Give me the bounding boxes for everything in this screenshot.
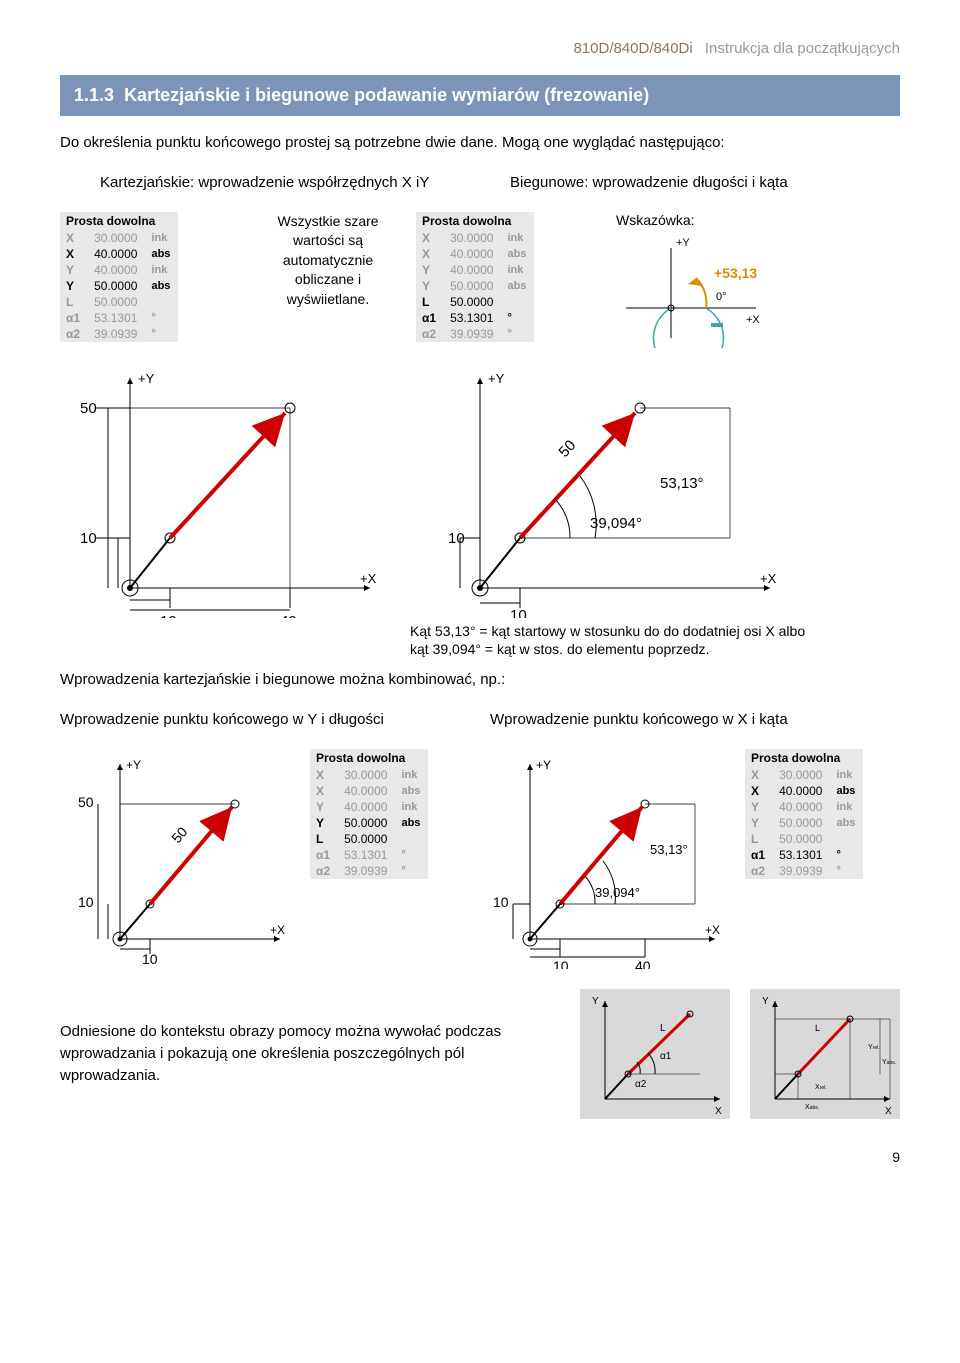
svg-text:L: L (660, 1023, 666, 1034)
svg-text:10: 10 (510, 607, 527, 618)
polar-head: Biegunowe: wprowadzenie długości i kąta (510, 172, 900, 194)
svg-text:39,094°: 39,094° (590, 515, 642, 532)
svg-text:40: 40 (280, 613, 297, 618)
svg-text:10: 10 (80, 530, 97, 547)
diagram-b-caption: Kąt 53,13° = kąt startowy w stosunku do … (410, 622, 805, 660)
section-number: 1.1.3 (74, 85, 114, 105)
svg-text:10: 10 (493, 894, 509, 910)
diagram-d: +X +Y 53,13° 39,094° 10 10 40 (475, 749, 725, 969)
header-sub: Instrukcja dla początkujących (705, 40, 900, 57)
intro-text: Do określenia punktu końcowego prostej s… (60, 132, 900, 154)
svg-text:α2: α2 (635, 1079, 647, 1090)
svg-text:+X: +X (746, 314, 760, 326)
svg-text:+Y: +Y (138, 371, 155, 386)
svg-text:+Y: +Y (488, 371, 505, 386)
svg-text:Y: Y (762, 996, 769, 1007)
svg-text:+Y: +Y (676, 237, 690, 249)
help-image-1: X Y α1 α2 L (580, 989, 730, 1119)
svg-text:53,13°: 53,13° (660, 475, 704, 492)
svg-text:10: 10 (160, 613, 177, 618)
hint-label: Wskazówka: (616, 212, 776, 228)
svg-text:+53,13: +53,13 (714, 265, 757, 281)
diagram-c: +X +Y 50 10 10 50 (60, 749, 290, 969)
mix-right-head: Wprowadzenie punktu końcowego w X i kąta (490, 709, 900, 731)
hint-diagram: +Y +X +53,13 0° (616, 228, 766, 348)
header-model: 810D/840D/840Di (573, 40, 692, 57)
svg-text:50: 50 (78, 794, 94, 810)
svg-text:X: X (715, 1106, 722, 1117)
section-title-bar: 1.1.3 Kartezjańskie i biegunowe podawani… (60, 75, 900, 116)
svg-text:50: 50 (168, 823, 190, 845)
svg-text:+Y: +Y (126, 758, 141, 772)
svg-text:Yabs.: Yabs. (882, 1059, 896, 1066)
panel-d: Prosta dowolnaX30.0000inkX40.0000absY40.… (745, 749, 863, 879)
bottom-text: Odniesione do kontekstu obrazy pomocy mo… (60, 1021, 560, 1086)
section-title: Kartezjańskie i biegunowe podawanie wymi… (124, 85, 649, 105)
svg-text:39,094°: 39,094° (595, 885, 640, 900)
svg-text:Y: Y (592, 996, 599, 1007)
page-number: 9 (60, 1149, 900, 1165)
panel-d-wrap: Prosta dowolnaX30.0000inkX40.0000absY40.… (745, 749, 890, 879)
svg-text:+X: +X (360, 571, 377, 586)
help-image-2: X Y L Yrel. Yabs. Xrel. Xabs. (750, 989, 900, 1119)
svg-text:50: 50 (555, 436, 579, 460)
cartesian-head: Kartezjańskie: wprowadzenie współrzędnyc… (100, 172, 490, 194)
panel-c: Prosta dowolnaX30.0000inkX40.0000absY40.… (310, 749, 428, 879)
mix-left-head: Wprowadzenie punktu końcowego w Y i dług… (60, 709, 470, 731)
diagram-b: +X +Y 50 53,13° 39,094° 10 (410, 358, 805, 660)
svg-text:53,13°: 53,13° (650, 842, 688, 857)
svg-text:+X: +X (760, 571, 777, 586)
svg-text:+X: +X (270, 923, 285, 937)
svg-text:+Y: +Y (536, 758, 551, 772)
svg-text:L: L (815, 1023, 820, 1033)
mix-line: Wprowadzenia kartezjańskie i biegunowe m… (60, 669, 900, 691)
header: 810D/840D/840Di Instrukcja dla początkuj… (60, 40, 900, 57)
svg-text:α1: α1 (660, 1051, 672, 1062)
svg-text:X: X (885, 1106, 892, 1117)
svg-text:0°: 0° (716, 291, 727, 303)
svg-text:10: 10 (553, 958, 569, 969)
svg-text:10: 10 (142, 951, 158, 967)
svg-text:Yrel.: Yrel. (868, 1044, 880, 1051)
panel-c-wrap: Prosta dowolnaX30.0000inkX40.0000absY40.… (310, 749, 455, 879)
hint-box: Wskazówka: +Y +X +53,13 0° (616, 212, 776, 348)
panel-a: Prosta dowolnaX30.0000inkX40.0000absY40.… (60, 212, 178, 342)
panel-b: Prosta dowolnaX30.0000inkX40.0000absY40.… (416, 212, 534, 342)
panel-b-wrap: Prosta dowolnaX30.0000inkX40.0000absY40.… (416, 212, 596, 342)
diagram-a: +X +Y 50 10 10 40 (60, 358, 390, 618)
svg-text:Xrel.: Xrel. (815, 1084, 827, 1091)
panel-a-wrap: Prosta dowolnaX30.0000inkX40.0000absY40.… (60, 212, 240, 342)
svg-text:50: 50 (80, 400, 97, 417)
svg-text:+X: +X (705, 923, 720, 937)
side-note: Wszystkie szare wartości są automatyczni… (260, 212, 396, 310)
svg-text:10: 10 (78, 894, 94, 910)
svg-text:40: 40 (635, 958, 651, 969)
svg-text:Xabs.: Xabs. (805, 1104, 819, 1111)
